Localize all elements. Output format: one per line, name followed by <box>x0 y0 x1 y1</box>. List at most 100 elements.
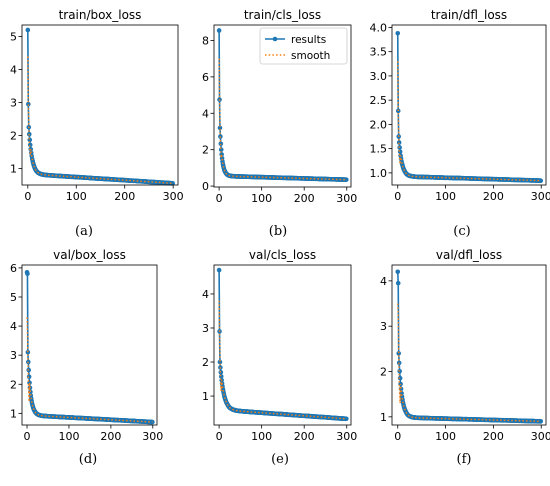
val-dfl-loss-ytick-label: 2 <box>380 366 387 379</box>
train-cls-loss-results-point <box>217 125 223 131</box>
train-box-loss-results-line <box>27 29 173 185</box>
train-box-loss-results-point <box>28 146 34 152</box>
train-cls-loss-xtick-label: 200 <box>294 192 315 205</box>
train-cls-loss-results-point <box>344 177 349 182</box>
val-dfl-loss-results-point <box>396 351 402 356</box>
train-dfl-loss-ytick-label: 4.0 <box>370 21 388 34</box>
train-dfl-loss-results-line <box>396 33 541 182</box>
train-cls-loss-legend-smooth-label: smooth <box>291 50 330 62</box>
train-box-loss-ytick-label: 3 <box>10 97 17 110</box>
train-cls-loss-title: train/cls_loss <box>244 8 321 22</box>
train-cls-loss-xtick-label: 100 <box>251 192 272 205</box>
train-dfl-loss-smooth-line <box>397 61 541 182</box>
train-cls-loss-results-point <box>216 28 222 33</box>
val-dfl-loss-ytick-label: 1 <box>380 411 387 424</box>
train-dfl-loss-ytick-label: 2.0 <box>370 118 388 131</box>
val-dfl-loss-title: val/dfl_loss <box>436 248 502 262</box>
train-box-loss-ytick-label: 5 <box>10 31 17 44</box>
train-dfl-loss-ytick-label: 3.0 <box>370 70 388 83</box>
val-dfl-loss-xtick-label: 0 <box>394 430 401 443</box>
train-box-loss-xtick-label: 0 <box>24 190 31 203</box>
train-cls-loss-ytick-label: 0 <box>202 180 209 193</box>
val-cls-loss-ytick-label: 3 <box>202 322 209 335</box>
val-dfl-loss-xtick-label: 200 <box>483 430 504 443</box>
panel-train-cls-loss: train/cls_loss 0 100 200 300 0 2 4 6 8 results smoo… <box>202 8 357 239</box>
panel-val-box-loss: val/box_loss 0 100 200 300 1 2 3 4 5 6 (d) <box>10 248 163 467</box>
val-cls-loss-axes-frame <box>213 264 352 426</box>
train-box-loss-xtick-label: 200 <box>114 190 135 203</box>
val-box-loss-ytick-label: 4 <box>10 320 17 333</box>
val-box-loss-ytick-label: 1 <box>10 407 17 420</box>
train-dfl-loss-results-point <box>395 30 401 36</box>
train-cls-loss-xtick-label: 0 <box>216 192 223 205</box>
train-dfl-loss-xtick-label: 0 <box>394 190 401 203</box>
val-cls-loss-title: val/cls_loss <box>249 248 316 262</box>
train-box-loss-xtick-label: 300 <box>163 190 184 203</box>
val-box-loss-smooth-line <box>26 317 153 423</box>
val-dfl-loss-results-point <box>538 418 544 424</box>
val-box-loss-results-line <box>26 272 153 423</box>
val-cls-loss-results-point <box>217 359 223 365</box>
train-box-loss-axes-frame <box>21 24 179 186</box>
train-dfl-loss-ytick-label: 1.5 <box>370 143 388 156</box>
val-dfl-loss-smooth-line <box>397 303 541 423</box>
train-dfl-loss-ytick-label: 2.5 <box>370 94 388 107</box>
val-dfl-loss-caption: (f) <box>457 452 472 467</box>
panel-train-dfl-loss: train/dfl_loss 0 100 200 300 1.0 1.5 2.0 2.5 3.0 3… <box>370 8 550 239</box>
train-dfl-loss-ytick-label: 3.5 <box>370 46 388 59</box>
train-box-loss-results-point <box>170 181 175 186</box>
train-cls-loss-caption: (b) <box>269 224 287 239</box>
train-box-loss-title: train/box_loss <box>59 8 142 22</box>
val-dfl-loss-results-point <box>397 375 403 381</box>
train-cls-loss-ytick-label: 2 <box>202 144 209 157</box>
train-cls-loss-ytick-label: 6 <box>202 71 209 84</box>
val-cls-loss-results-line <box>218 270 347 420</box>
train-dfl-loss-xtick-label: 100 <box>435 190 456 203</box>
val-cls-loss-ytick-label: 1 <box>202 390 209 403</box>
val-cls-loss-ytick-label: 4 <box>202 288 209 301</box>
train-cls-loss-smooth-line <box>218 58 347 181</box>
val-cls-loss-ytick-label: 2 <box>202 356 209 369</box>
val-dfl-loss-axes-frame <box>391 264 547 426</box>
panel-train-box-loss: train/box_loss 0 100 200 300 1 2 3 4 5 (a) <box>10 8 184 239</box>
train-dfl-loss-results-point <box>396 140 402 145</box>
val-box-loss-results-point <box>25 349 31 355</box>
train-box-loss-ytick-label: 1 <box>10 163 17 176</box>
train-box-loss-caption: (a) <box>75 224 93 239</box>
val-cls-loss-xtick-label: 300 <box>336 430 357 443</box>
train-cls-loss-xtick-label: 300 <box>336 192 357 205</box>
train-box-loss-ytick-label: 2 <box>10 130 17 143</box>
val-dfl-loss-xtick-label: 100 <box>435 430 456 443</box>
val-box-loss-xtick-label: 200 <box>100 430 121 443</box>
val-box-loss-ytick-label: 5 <box>10 291 17 304</box>
train-cls-loss-legend-results-marker <box>272 36 278 42</box>
panel-val-dfl-loss: val/dfl_loss 0 100 200 300 1 2 3 4 (f) <box>380 248 550 467</box>
train-cls-loss-legend-box <box>259 27 348 65</box>
train-box-loss-results-point <box>26 101 31 107</box>
train-box-loss-smooth-line <box>27 56 173 185</box>
train-box-loss-ytick-label: 4 <box>10 64 17 77</box>
train-box-loss-results-point <box>25 27 31 33</box>
val-box-loss-xtick-label: 0 <box>24 430 31 443</box>
val-dfl-loss-results-point <box>395 280 401 286</box>
panel-val-cls-loss: val/cls_loss 0 100 200 300 1 2 3 4 (e) <box>202 248 357 467</box>
val-box-loss-caption: (d) <box>79 452 97 467</box>
train-dfl-loss-axes-frame <box>391 24 547 186</box>
val-dfl-loss-results-point <box>395 269 401 275</box>
val-cls-loss-xtick-label: 0 <box>216 430 223 443</box>
val-box-loss-xtick-label: 300 <box>142 430 163 443</box>
train-dfl-loss-ytick-label: 1.0 <box>370 167 388 180</box>
val-dfl-loss-ytick-label: 4 <box>380 275 387 288</box>
train-cls-loss-legend-results-label: results <box>291 34 326 46</box>
train-cls-loss-axes-frame <box>213 24 352 188</box>
train-dfl-loss-results-point <box>538 178 544 183</box>
val-cls-loss-results-point <box>344 416 349 422</box>
val-box-loss-ytick-label: 6 <box>10 262 17 275</box>
val-cls-loss-results-point <box>216 267 222 273</box>
val-box-loss-axes-frame <box>21 264 158 426</box>
val-box-loss-ytick-label: 3 <box>10 349 17 362</box>
train-cls-loss-ytick-label: 8 <box>202 34 209 47</box>
val-cls-loss-xtick-label: 200 <box>294 430 315 443</box>
train-cls-loss-ytick-label: 4 <box>202 107 209 120</box>
